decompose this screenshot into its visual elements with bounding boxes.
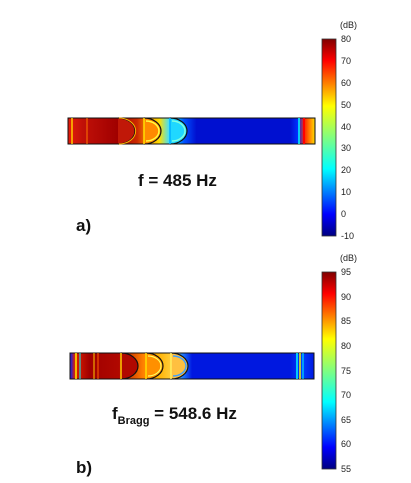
- panel-b: (dB) 95 90 85 80 75 70 65 60 55 fBragg = 548.6 H…: [0, 241, 411, 483]
- colorbar-tick-label: 55: [341, 464, 352, 474]
- colorbar-tick-label: 90: [341, 291, 352, 302]
- panel-a: (dB) 80 70 60 50 40 30 20 10 0 -10 f = 485 Hz a): [0, 0, 411, 241]
- colorbar-a: [321, 38, 337, 237]
- field-map-a: [67, 38, 337, 237]
- colorbar-tick-label: 65: [341, 414, 352, 425]
- scatterer-b-3: [170, 352, 189, 380]
- colorbar-tick-label: 20: [341, 165, 352, 176]
- field-map-b: [69, 271, 337, 470]
- colorbar-tick-label: 50: [341, 99, 352, 110]
- scatterer-b-1: [120, 352, 139, 380]
- colorbar-tick-label: 80: [341, 34, 352, 44]
- colorbar-tick-label: 75: [341, 365, 352, 376]
- freq-value: = 548.6 Hz: [149, 404, 237, 423]
- colorbar-tick-label: 95: [341, 267, 352, 277]
- colorbar-tick-label: 85: [341, 316, 352, 327]
- scatterer-2: [143, 117, 162, 145]
- colorbar-tick-label: 60: [341, 439, 352, 450]
- colorbar-b: [321, 271, 337, 470]
- colorbar-unit-a: (dB): [340, 20, 358, 30]
- panel-label-b: b): [76, 458, 93, 477]
- colorbar-unit-b: (dB): [340, 253, 358, 263]
- colorbar-tick-label: 30: [341, 143, 352, 154]
- colorbar-tick-label: -10: [341, 231, 355, 241]
- scatterer-1: [117, 117, 137, 145]
- colorbar-tick-label: 40: [341, 121, 352, 132]
- waveguide-b: [69, 352, 315, 380]
- freq-subscript: Bragg: [117, 415, 150, 427]
- freq-symbol: f: [112, 404, 118, 423]
- waveguide-a: [67, 117, 316, 145]
- colorbar-tick-label: 0: [341, 209, 347, 220]
- colorbar-tick-label: 70: [341, 390, 352, 401]
- frequency-label-b: fBragg = 548.6 Hz: [112, 404, 237, 427]
- colorbar-tick-label: 60: [341, 77, 352, 88]
- panel-label-a: a): [76, 216, 92, 235]
- scatterer-b-2: [145, 352, 164, 380]
- scatterer-3: [169, 117, 188, 145]
- colorbar-tick-label: 80: [341, 340, 352, 351]
- colorbar-tick-label: 70: [341, 55, 352, 66]
- frequency-label-a: f = 485 Hz: [138, 171, 217, 190]
- colorbar-tick-label: 10: [341, 187, 352, 198]
